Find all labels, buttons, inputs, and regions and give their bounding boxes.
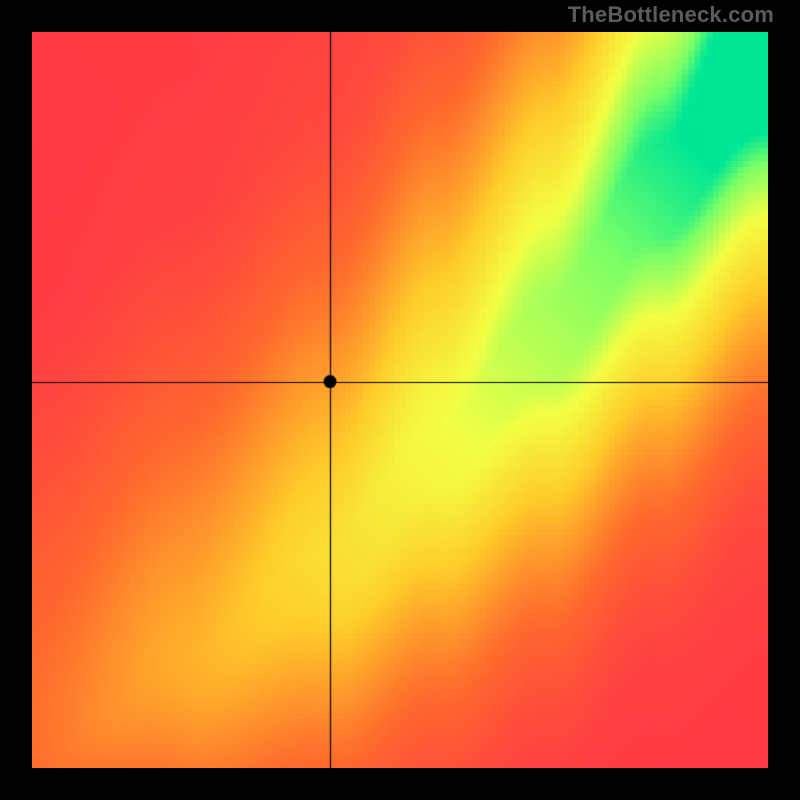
heatmap-canvas <box>32 32 768 768</box>
chart-container: TheBottleneck.com <box>0 0 800 800</box>
attribution-text: TheBottleneck.com <box>568 2 774 28</box>
